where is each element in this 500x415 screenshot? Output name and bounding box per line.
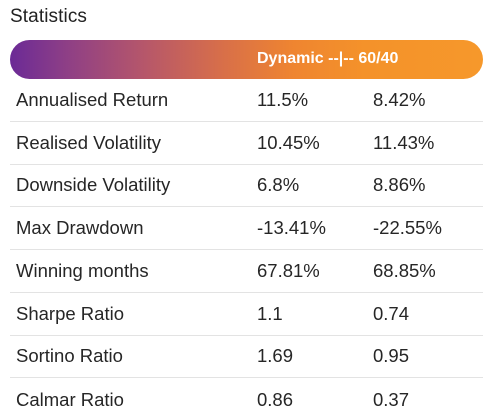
dynamic-value: 1.69 — [257, 345, 294, 367]
dynamic-value: 10.45% — [257, 131, 320, 153]
row-label: Calmar Ratio — [16, 388, 124, 410]
row-label: Annualised Return — [16, 88, 169, 110]
dynamic-value: 11.5% — [257, 88, 309, 110]
table-row: Sortino Ratio 1.69 0.95 — [10, 336, 483, 379]
row-label: Max Drawdown — [16, 217, 144, 239]
sixty-forty-value: 68.85% — [373, 259, 436, 281]
row-label: Sharpe Ratio — [16, 302, 124, 324]
row-label: Realised Volatility — [16, 131, 161, 153]
header-gradient-bar — [10, 40, 483, 79]
dynamic-value: 1.1 — [257, 302, 283, 324]
table-row: Downside Volatility 6.8% 8.86% — [10, 165, 483, 208]
table-row: Winning months 67.81% 68.85% — [10, 250, 483, 293]
sixty-forty-value: 0.95 — [373, 345, 410, 367]
table-row: Calmar Ratio 0.86 0.37 — [10, 378, 483, 415]
table-row: Annualised Return 11.5% 8.42% — [10, 79, 483, 122]
row-label: Downside Volatility — [16, 174, 171, 196]
sixty-forty-value: 11.43% — [373, 131, 435, 153]
page-title: Statistics — [10, 6, 88, 27]
row-label: Sortino Ratio — [16, 345, 123, 367]
sixty-forty-value: 0.74 — [373, 302, 410, 324]
sixty-forty-value: 8.42% — [373, 88, 426, 110]
header-columns-label: Dynamic --|-- 60/40 — [257, 50, 399, 67]
dynamic-value: 0.86 — [257, 388, 294, 410]
table-row: Realised Volatility 10.45% 11.43% — [10, 122, 483, 165]
dynamic-value: 67.81% — [257, 259, 320, 281]
sixty-forty-value: 0.37 — [373, 388, 410, 410]
table-row: Sharpe Ratio 1.1 0.74 — [10, 293, 483, 336]
dynamic-value: 6.8% — [257, 174, 300, 196]
row-label: Winning months — [16, 259, 149, 281]
sixty-forty-value: 8.86% — [373, 174, 426, 196]
dynamic-value: -13.41% — [257, 217, 326, 239]
statistics-table: Annualised Return 11.5% 8.42% Realised V… — [10, 79, 483, 415]
sixty-forty-value: -22.55% — [373, 217, 442, 239]
table-row: Max Drawdown -13.41% -22.55% — [10, 207, 483, 250]
